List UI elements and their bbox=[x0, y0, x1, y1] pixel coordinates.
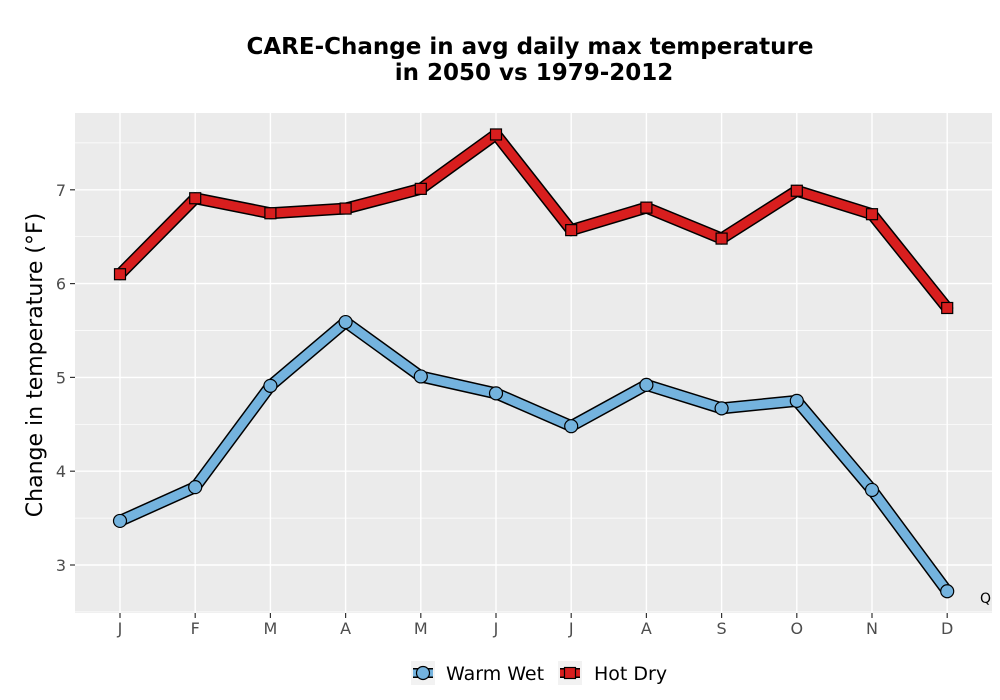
data-point-warm-wet bbox=[188, 480, 203, 495]
x-tick-label: J bbox=[493, 619, 499, 638]
data-point-hot-dry bbox=[189, 192, 202, 205]
x-tick-label: D bbox=[941, 619, 953, 638]
data-point-hot-dry bbox=[941, 301, 954, 315]
legend-marker-warm-wet bbox=[415, 665, 431, 681]
data-point-hot-dry bbox=[113, 268, 127, 281]
data-point-hot-dry bbox=[489, 128, 503, 141]
legend-label-hot-dry: Hot Dry bbox=[594, 663, 667, 685]
data-point-warm-wet bbox=[338, 314, 353, 330]
x-tick-label: M bbox=[414, 619, 428, 638]
data-point-warm-wet bbox=[714, 401, 729, 416]
corner-annotation: Q bbox=[980, 591, 991, 607]
x-tick-label: M bbox=[263, 619, 277, 638]
x-tick-label: A bbox=[340, 619, 351, 638]
x-tick-label: N bbox=[866, 619, 878, 638]
legend-label-warm-wet: Warm Wet bbox=[446, 663, 544, 685]
data-point-hot-dry bbox=[790, 184, 803, 197]
series-line-warm-wet bbox=[115, 317, 952, 596]
y-tick-label: 4 bbox=[56, 462, 66, 481]
data-point-hot-dry bbox=[715, 232, 728, 245]
y-tick-label: 6 bbox=[56, 275, 66, 294]
data-point-hot-dry bbox=[264, 207, 277, 220]
data-point-warm-wet bbox=[488, 386, 504, 401]
chart-title-line1: CARE-Change in avg daily max temperature bbox=[247, 34, 814, 60]
y-tick-label: 7 bbox=[56, 181, 66, 200]
data-point-hot-dry bbox=[339, 202, 352, 215]
series-line-hot-dry bbox=[115, 129, 952, 313]
data-point-hot-dry bbox=[865, 208, 879, 221]
x-tick-label: J bbox=[117, 619, 123, 638]
data-point-warm-wet bbox=[112, 513, 128, 529]
data-point-hot-dry bbox=[640, 201, 653, 214]
plot-panel bbox=[75, 113, 992, 613]
data-point-warm-wet bbox=[564, 419, 579, 434]
y-axis: 3 4 5 6 7 bbox=[56, 181, 75, 575]
x-tick-label: S bbox=[717, 619, 727, 638]
data-point-hot-dry bbox=[565, 224, 578, 237]
x-tick-label: J bbox=[568, 619, 574, 638]
y-tick-label: 3 bbox=[56, 556, 66, 575]
legend-marker-hot-dry bbox=[563, 666, 577, 680]
data-point-warm-wet bbox=[639, 377, 654, 393]
x-tick-label: A bbox=[641, 619, 652, 638]
y-tick-label: 5 bbox=[56, 368, 66, 387]
data-point-warm-wet bbox=[789, 393, 804, 408]
x-tick-label: O bbox=[791, 619, 804, 638]
data-point-warm-wet bbox=[864, 482, 880, 498]
data-point-warm-wet bbox=[263, 378, 278, 393]
data-point-hot-dry bbox=[414, 182, 427, 195]
series-layer bbox=[112, 128, 955, 599]
legend: Warm Wet Hot Dry bbox=[411, 661, 667, 685]
y-axis-label: Change in temperature (°F) bbox=[23, 213, 48, 517]
data-point-warm-wet bbox=[413, 369, 428, 384]
x-tick-label: F bbox=[191, 619, 200, 638]
chart-title-line2: in 2050 vs 1979-2012 bbox=[395, 60, 674, 86]
data-point-warm-wet bbox=[940, 584, 955, 599]
